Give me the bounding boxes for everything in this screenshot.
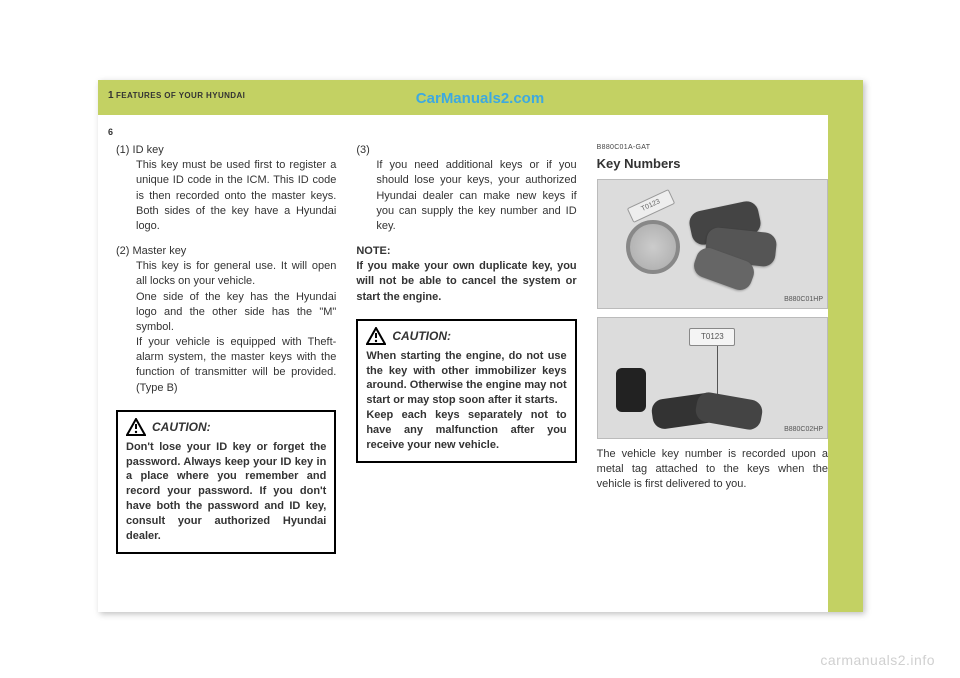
note-head: NOTE: [356, 244, 576, 259]
page-content: (1) ID key This key must be used first t… [116, 143, 828, 602]
column-1: (1) ID key This key must be used first t… [116, 143, 336, 602]
section-title: Key Numbers [597, 155, 828, 173]
item3-body: If you need additional keys or if you sh… [356, 158, 576, 234]
figure-keys-2: T0123 B880C02HP [597, 317, 828, 439]
caution-head-2: CAUTION: [366, 327, 566, 345]
list-item-1: (1) ID key This key must be used first t… [116, 143, 336, 234]
caution-title: CAUTION: [152, 419, 211, 435]
item1-label: (1) [116, 144, 129, 156]
caution-body: Don't lose your ID key or forget the pas… [126, 440, 326, 544]
warning-triangle-icon [126, 418, 146, 436]
column-3: B880C01A-GAT Key Numbers T0123 B880C01HP… [597, 143, 828, 602]
item2-head: Master key [133, 245, 187, 257]
caution-body-2a: When starting the engine, do not use the… [366, 349, 566, 408]
list-item-3: (3) If you need additional keys or if yo… [356, 143, 576, 234]
caution-head: CAUTION: [126, 418, 326, 436]
list-item-2: (2) Master key This key is for general u… [116, 244, 336, 396]
keys-group [642, 366, 782, 426]
caution-title-2: CAUTION: [392, 328, 451, 344]
section-code: B880C01A-GAT [597, 143, 828, 153]
key-ring-icon [626, 220, 680, 274]
watermark-top: CarManuals2.com [416, 90, 544, 107]
item2-label: (2) [116, 245, 129, 257]
key-tag-2: T0123 [689, 328, 735, 346]
item1-body: This key must be used first to register … [116, 158, 336, 234]
figure-label-2: B880C02HP [784, 425, 823, 435]
caution-box-2: CAUTION: When starting the engine, do no… [356, 319, 576, 463]
caution-body-2b: Keep each keys separately not to have an… [366, 408, 566, 453]
key-fob-icon [616, 368, 646, 412]
item2-body1: This key is for general use. It will ope… [116, 259, 336, 289]
item3-label: (3) [356, 144, 369, 156]
page-number: 6 [108, 127, 113, 137]
chapter-number: 1 [108, 90, 114, 101]
item2-body2: One side of the key has the Hyundai logo… [116, 290, 336, 336]
warning-triangle-icon [366, 327, 386, 345]
column-2: (3) If you need additional keys or if yo… [356, 143, 576, 602]
chapter-title: FEATURES OF YOUR HYUNDAI [116, 91, 245, 100]
watermark-bottom: carmanuals2.info [820, 652, 935, 668]
page-header: 1FEATURES OF YOUR HYUNDAI [108, 90, 245, 101]
figure-label-1: B880C01HP [784, 295, 823, 305]
figure-keys-1: T0123 B880C01HP [597, 179, 828, 309]
key-icon [694, 390, 764, 431]
manual-page: 1FEATURES OF YOUR HYUNDAI 6 (1) ID key T… [98, 80, 863, 612]
item1-head: ID key [133, 144, 164, 156]
key-tag-1: T0123 [626, 189, 674, 223]
section-body: The vehicle key number is recorded upon … [597, 447, 828, 493]
item2-body3: If your vehicle is equipped with Theft-a… [116, 335, 336, 396]
caution-box-1: CAUTION: Don't lose your ID key or forge… [116, 410, 336, 554]
note-body: If you make your own duplicate key, you … [356, 259, 576, 305]
